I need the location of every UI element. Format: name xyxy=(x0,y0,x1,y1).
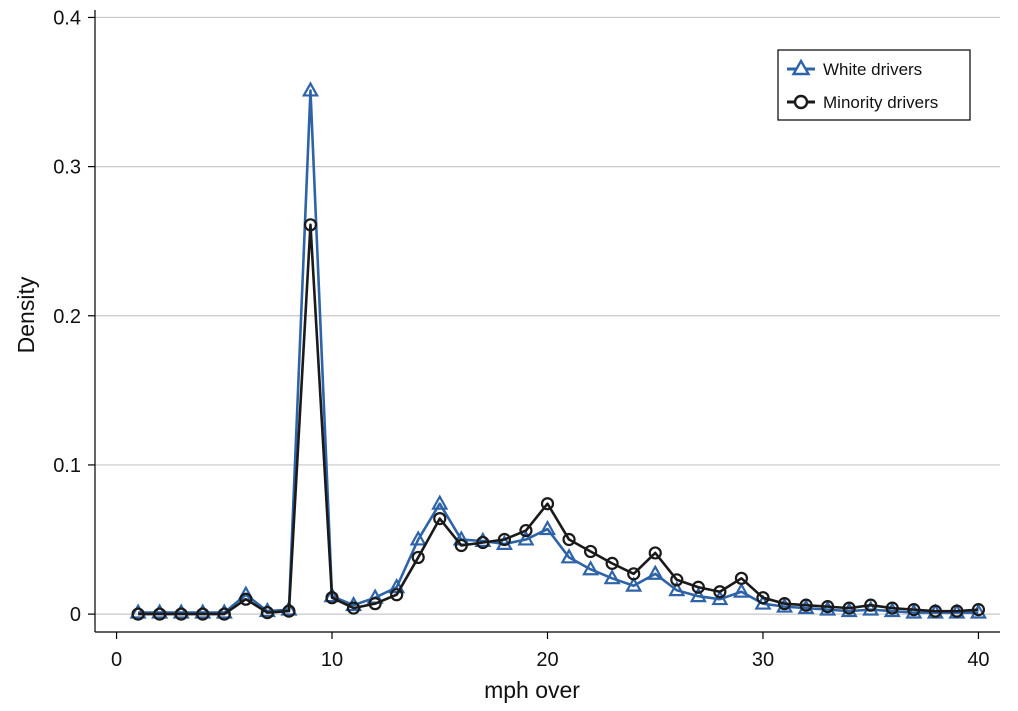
data-point-circle xyxy=(239,592,253,606)
legend-label-minority: Minority drivers xyxy=(823,93,938,112)
y-tick-label: 0.2 xyxy=(53,306,81,328)
legend: White drivers Minority drivers xyxy=(777,49,971,121)
data-point-circle xyxy=(928,604,942,618)
x-axis-title: mph over xyxy=(484,677,580,703)
data-point-circle xyxy=(562,532,576,547)
y-tick-label: 0 xyxy=(70,604,81,626)
data-point-triangle xyxy=(301,81,320,97)
data-point-triangle xyxy=(625,576,643,592)
data-point-circle xyxy=(950,604,964,618)
data-point-circle xyxy=(756,591,770,605)
data-point-triangle xyxy=(646,564,664,580)
data-point-triangle xyxy=(431,494,449,510)
x-tick-label: 0 xyxy=(111,649,122,671)
legend-label-white: White drivers xyxy=(823,60,922,79)
data-point-circle xyxy=(260,606,274,620)
data-point-triangle xyxy=(603,569,621,585)
series-white-drivers xyxy=(129,81,987,619)
data-point-circle xyxy=(217,607,231,621)
data-point-triangle xyxy=(560,548,578,564)
data-point-circle xyxy=(821,600,835,614)
x-tick-label: 20 xyxy=(536,649,558,671)
data-point-circle xyxy=(476,535,490,550)
legend-circle-icon xyxy=(793,94,809,110)
data-point-triangle xyxy=(194,603,212,619)
series-line-minority-drivers xyxy=(138,223,979,616)
data-point-triangle xyxy=(474,531,492,548)
data-point-circle xyxy=(390,588,404,602)
data-point-circle xyxy=(519,523,533,538)
series-minority-drivers xyxy=(131,218,986,621)
data-point-circle xyxy=(583,544,598,559)
data-point-triangle xyxy=(797,598,815,615)
data-point-triangle xyxy=(538,519,557,536)
data-point-circle xyxy=(153,607,167,621)
data-point-triangle xyxy=(151,603,169,619)
data-point-triangle xyxy=(732,582,750,598)
data-point-circle xyxy=(670,573,684,587)
data-point-triangle xyxy=(668,580,686,597)
data-point-circle xyxy=(540,497,555,511)
series xyxy=(129,81,987,621)
data-point-triangle xyxy=(582,560,600,576)
y-axis-title: Density xyxy=(13,276,39,353)
legend-triangle-icon xyxy=(791,58,811,76)
data-point-circle xyxy=(799,598,813,612)
data-point-circle xyxy=(411,550,425,565)
data-point-circle xyxy=(303,218,318,232)
data-point-circle xyxy=(627,567,641,581)
y-tick-label: 0.4 xyxy=(53,7,81,29)
data-point-circle xyxy=(713,585,727,599)
data-point-circle xyxy=(648,546,662,560)
data-point-circle xyxy=(842,601,856,615)
data-point-circle xyxy=(368,597,382,611)
data-point-circle xyxy=(433,512,447,526)
x-tick-label: 10 xyxy=(321,649,343,671)
data-point-circle xyxy=(497,532,512,547)
data-point-triangle xyxy=(711,589,729,606)
data-point-triangle xyxy=(775,597,794,613)
data-point-triangle xyxy=(840,601,858,618)
data-point-triangle xyxy=(172,603,190,619)
data-point-circle xyxy=(282,604,296,618)
data-point-triangle xyxy=(689,586,707,603)
data-point-triangle xyxy=(905,603,923,619)
legend-box xyxy=(777,49,971,121)
data-point-circle xyxy=(196,607,210,621)
data-point-circle xyxy=(346,601,361,615)
data-point-circle xyxy=(605,556,619,570)
data-point-circle xyxy=(691,580,705,594)
data-point-circle xyxy=(454,538,468,553)
y-tick-label: 0.3 xyxy=(53,157,81,179)
data-point-circle xyxy=(174,607,188,621)
data-point-circle xyxy=(864,598,878,612)
data-point-triangle xyxy=(409,530,427,546)
x-tick-label: 30 xyxy=(752,649,774,671)
data-point-circle xyxy=(971,603,986,617)
data-point-triangle xyxy=(883,601,901,618)
data-point-circle xyxy=(907,603,921,617)
data-point-circle xyxy=(885,601,899,615)
data-point-triangle xyxy=(819,600,837,616)
data-point-circle xyxy=(734,571,749,585)
data-point-triangle xyxy=(969,603,987,619)
data-point-triangle xyxy=(323,586,341,603)
data-point-circle xyxy=(131,607,145,621)
y-tick-label: 0.1 xyxy=(53,455,81,477)
data-point-circle xyxy=(777,597,792,611)
data-point-circle xyxy=(325,591,339,605)
ticks: 0 0.1 0.2 0.3 0.4 0 10 20 30 40 xyxy=(53,7,989,671)
data-point-triangle xyxy=(517,530,535,546)
data-point-triangle xyxy=(280,600,298,616)
data-point-triangle xyxy=(129,603,147,619)
x-tick-label: 40 xyxy=(967,649,989,671)
series-line-white-drivers xyxy=(138,89,979,614)
